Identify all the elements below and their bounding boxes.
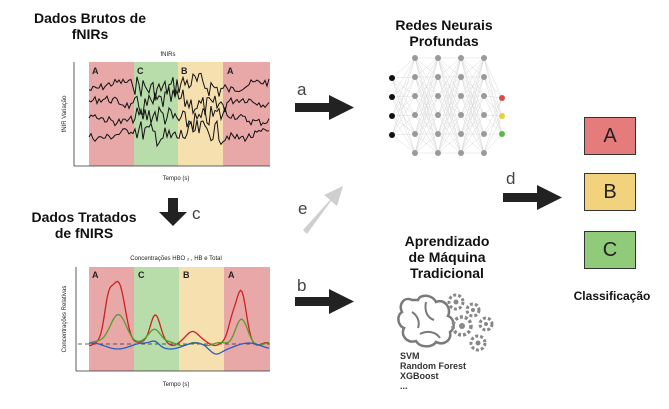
- raw-signal-0: [88, 72, 270, 101]
- arrow-b: [295, 289, 354, 314]
- plot2-seg-label-3: A: [228, 270, 235, 280]
- nn-node-0-0: [389, 75, 395, 81]
- nn-node-3-0: [458, 55, 464, 61]
- nn-node-1-1: [412, 74, 418, 80]
- arrow-d: [503, 185, 562, 210]
- raw-signal-3: [88, 119, 270, 148]
- ml-title-line1: Aprendizado: [404, 233, 490, 249]
- nn-node-4-4: [481, 131, 487, 137]
- nn-node-3-4: [458, 131, 464, 137]
- nn-node-1-5: [412, 150, 418, 156]
- dnn-title-line2: Profundas: [409, 33, 479, 49]
- treated-data-title-line1: Dados Tratados: [31, 209, 137, 225]
- nn-node-1-4: [412, 131, 418, 137]
- nn-node-0-2: [389, 113, 395, 119]
- total-line: [88, 314, 270, 347]
- plot2-ylabel: Concentrações Relativas: [62, 286, 68, 353]
- algorithm-list: SVM Random Forest XGBoost ...: [400, 351, 466, 391]
- segment-a-1: [89, 62, 134, 166]
- segment-a-2: [223, 62, 270, 166]
- raw-data-title-line2: fNIRs: [71, 26, 109, 42]
- dnn-title-line1: Redes Neurais: [395, 17, 493, 33]
- arrow-a: [295, 95, 354, 120]
- treated-data-title: Dados Tratados de fNIRS: [22, 209, 146, 241]
- ml-title-line3: Tradicional: [410, 265, 484, 281]
- treated-signal-lines: [88, 280, 270, 355]
- hb-line: [88, 340, 270, 355]
- nn-node-4-5: [481, 150, 487, 156]
- arrow-a-label: a: [297, 80, 307, 99]
- ml-title-line2: de Máquina: [408, 249, 486, 265]
- nn-node-0-1: [389, 94, 395, 100]
- nn-node-4-1: [481, 74, 487, 80]
- algorithm-3: ...: [400, 381, 408, 391]
- nn-node-3-3: [458, 112, 464, 118]
- nn-node-4-2: [481, 93, 487, 99]
- algorithm-0: SVM: [400, 351, 420, 361]
- treated-data-title-line2: de fNIRS: [54, 225, 114, 241]
- nn-node-3-2: [458, 93, 464, 99]
- nn-node-4-0: [481, 55, 487, 61]
- plot2-xlabel: Tempo (s): [163, 382, 190, 388]
- nn-node-0-3: [389, 132, 395, 138]
- ml-title: Aprendizado de Máquina Tradicional: [392, 233, 502, 281]
- nn-node-1-3: [412, 112, 418, 118]
- plot2-seg-label-0: A: [92, 270, 99, 280]
- plot1-seg-label-1: C: [137, 66, 144, 76]
- segment2-c: [134, 267, 179, 371]
- plot2-title: Concentrações HBO ₂ , HB e Total: [130, 256, 222, 262]
- nn-node-2-2: [435, 93, 441, 99]
- arrow-d-label: d: [506, 169, 516, 188]
- nn-node-2-1: [435, 74, 441, 80]
- hbo-line: [88, 280, 270, 347]
- class-box-c: C: [584, 231, 636, 269]
- brain-gears-icon: [397, 293, 494, 352]
- plot2-seg-label-2: B: [183, 270, 190, 280]
- algorithm-2: XGBoost: [400, 371, 439, 381]
- raw-data-title-line1: Dados Brutos de: [33, 10, 146, 26]
- plot1-xlabel: Tempo (s): [163, 176, 190, 182]
- raw-signal-2: [88, 105, 270, 131]
- nn-node-3-5: [458, 150, 464, 156]
- raw-signal-lines: [88, 72, 270, 148]
- plot1-ylabel: fNIR Variação: [62, 95, 68, 133]
- plot1-seg-label-3: A: [227, 66, 234, 76]
- plot2-seg-label-1: C: [138, 270, 145, 280]
- nn-node-4-3: [481, 112, 487, 118]
- arrow-c-label: c: [192, 204, 201, 223]
- nn-node-5-1: [499, 113, 505, 119]
- nn-edges: [391, 57, 503, 154]
- nn-node-2-5: [435, 150, 441, 156]
- arrow-e: [303, 186, 343, 234]
- plot1-seg-label-2: B: [181, 66, 188, 76]
- nn-node-2-3: [435, 112, 441, 118]
- class-box-b: B: [584, 173, 636, 211]
- nn-node-1-2: [412, 93, 418, 99]
- raw-data-plot: A C B A fNIRs Tempo (s) fNIR Variação: [62, 52, 270, 182]
- segment2-b: [179, 267, 224, 371]
- nn-node-2-0: [435, 55, 441, 61]
- nn-node-5-0: [499, 95, 505, 101]
- arrow-c: [159, 198, 187, 226]
- neural-network-icon: [389, 55, 505, 156]
- nn-node-3-1: [458, 74, 464, 80]
- raw-signal-1: [88, 86, 270, 116]
- nn-node-2-4: [435, 131, 441, 137]
- plot1-title: fNIRs: [161, 52, 176, 58]
- treated-data-plot: A C B A Concentrações HBO ₂ , HB e Total…: [62, 256, 270, 388]
- plot1-seg-label-0: A: [92, 66, 99, 76]
- class-box-a: A: [584, 117, 636, 155]
- nn-node-1-0: [412, 55, 418, 61]
- raw-data-title: Dados Brutos de fNIRs: [28, 10, 152, 42]
- algorithm-1: Random Forest: [400, 361, 467, 371]
- nn-node-5-2: [499, 131, 505, 137]
- arrow-b-label: b: [297, 276, 307, 295]
- classification-label: Classificação: [573, 289, 651, 303]
- dnn-title: Redes Neurais Profundas: [384, 17, 504, 49]
- arrow-e-label: e: [298, 199, 308, 218]
